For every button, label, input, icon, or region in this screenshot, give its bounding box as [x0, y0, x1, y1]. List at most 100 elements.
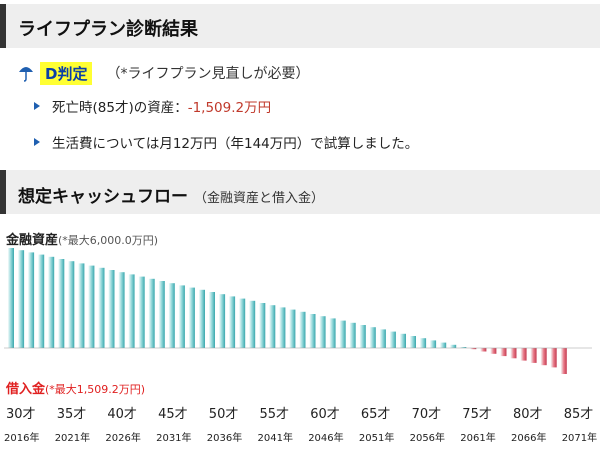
age-tick-label: 85才: [563, 407, 594, 422]
year-tick-label: 2066年: [511, 433, 547, 444]
asset-bar: [460, 347, 467, 348]
asset-bar: [188, 287, 195, 348]
cashflow-title-main: 想定キャッシュフロー: [18, 187, 188, 207]
age-tick-label: 80才: [513, 407, 543, 422]
asset-bar: [118, 272, 125, 348]
asset-bar: [28, 252, 35, 348]
cashflow-title: 想定キャッシュフロー （金融資産と借入金）: [18, 182, 324, 207]
asset-bar: [48, 256, 55, 348]
age-tick-label: 75才: [462, 407, 492, 422]
asset-label-note: (*最大6,000.0万円): [58, 234, 159, 247]
asset-bar: [8, 248, 14, 348]
umbrella-icon: [19, 67, 33, 82]
asset-bar: [209, 292, 215, 348]
debt-bar: [470, 348, 477, 350]
age-tick-label: 30才: [6, 407, 36, 422]
asset-bar: [359, 325, 366, 348]
debt-bar: [550, 348, 557, 368]
debt-label-note: (*最大1,509.2万円): [45, 383, 146, 396]
year-axis: 2016年 2021年 2026年 2031年 2036年 2041年 2046年 2051年…: [0, 429, 600, 445]
asset-bar: [369, 327, 376, 348]
cashflow-subtitle: （金融資産と借入金）: [194, 191, 325, 206]
age-tick-label: 70才: [411, 407, 442, 422]
living-cost-text: 生活費については月12万円（年144万円）で試算しました。: [52, 136, 419, 152]
bullet-asset-at-death: 死亡時(85才)の資産： -1,509.2万円: [34, 96, 271, 116]
age-tick-label: 55才: [259, 407, 290, 422]
debt-bar: [500, 348, 507, 357]
asset-bar: [389, 331, 396, 348]
page-title: ライフプラン診断結果: [18, 19, 198, 40]
debt-label: 借入金(*最大1,509.2万円): [6, 378, 145, 397]
asset-bar: [259, 303, 266, 348]
asset-bar: [450, 344, 457, 348]
asset-bar: [339, 320, 346, 348]
age-tick-label: 65才: [360, 407, 391, 422]
cashflow-chart: [4, 248, 592, 374]
bullet-arrow-icon: [34, 138, 40, 146]
asset-at-death-label: 死亡時(85才)の資産：: [52, 100, 188, 116]
year-tick-label: 2026年: [105, 433, 141, 444]
asset-bar: [379, 329, 386, 348]
asset-bar: [440, 342, 447, 348]
debt-bar: [490, 348, 497, 354]
asset-bar: [38, 254, 45, 348]
year-tick-label: 2036年: [206, 433, 243, 444]
asset-bar: [168, 283, 175, 348]
year-tick-label: 2056年: [409, 433, 446, 444]
asset-bar: [128, 274, 135, 348]
asset-bar: [249, 300, 256, 348]
age-tick-label: 35才: [56, 407, 87, 422]
debt-bar: [540, 348, 547, 366]
asset-bar: [148, 278, 155, 348]
asset-bar: [108, 270, 115, 348]
asset-bar: [420, 338, 427, 348]
asset-bar: [410, 336, 416, 348]
asset-bar: [299, 311, 306, 348]
asset-bar: [138, 276, 145, 348]
asset-bar: [269, 305, 276, 348]
cashflow-header: 想定キャッシュフロー （金融資産と借入金）: [0, 170, 600, 214]
asset-bar: [279, 307, 286, 348]
debt-bar: [560, 348, 567, 374]
age-tick-label: 50才: [208, 407, 239, 422]
asset-bar: [349, 322, 356, 348]
asset-bar: [289, 309, 296, 348]
verdict-row: D判定 （*ライフプラン見直しが必要）: [18, 60, 309, 86]
asset-label: 金融資産(*最大6,000.0万円): [6, 229, 158, 248]
bullet-living-cost: 生活費については月12万円（年144万円）で試算しました。: [34, 132, 418, 152]
asset-bar: [58, 259, 65, 348]
result-header: ライフプラン診断結果: [0, 4, 600, 48]
year-tick-label: 2071年: [561, 433, 598, 444]
asset-bar: [400, 333, 406, 348]
asset-bar: [78, 263, 85, 348]
asset-bar: [158, 281, 165, 348]
debt-bar: [510, 348, 517, 359]
bullet-arrow-icon: [34, 102, 40, 110]
asset-bar: [98, 267, 105, 348]
asset-bar: [68, 261, 75, 348]
asset-bar: [178, 285, 185, 348]
age-tick-label: 40才: [107, 407, 137, 422]
year-tick-label: 2046年: [308, 433, 344, 444]
verdict-note: （*ライフプラン見直しが必要）: [106, 66, 310, 82]
asset-bar: [430, 340, 437, 348]
asset-at-death-value: -1,509.2万円: [187, 100, 272, 116]
year-tick-label: 2016年: [4, 433, 40, 444]
age-tick-label: 60才: [310, 407, 340, 422]
age-axis: 30才 35才 40才 45才 50才 55才 60才 65才 70才 75才 80才 85才: [0, 403, 600, 422]
asset-bar: [18, 250, 25, 348]
debt-bar: [530, 348, 537, 363]
debt-label-main: 借入金: [6, 382, 46, 397]
asset-bar: [219, 294, 226, 348]
asset-bar: [88, 265, 95, 348]
asset-bar: [309, 314, 316, 348]
year-tick-label: 2031年: [156, 433, 192, 444]
year-tick-label: 2021年: [54, 433, 91, 444]
asset-bar: [229, 296, 236, 348]
age-tick-label: 45才: [158, 407, 188, 422]
year-tick-label: 2041年: [257, 433, 293, 444]
asset-bar: [199, 289, 205, 348]
year-tick-label: 2051年: [358, 433, 395, 444]
verdict-badge: D判定: [40, 61, 93, 85]
asset-bar: [239, 298, 246, 348]
